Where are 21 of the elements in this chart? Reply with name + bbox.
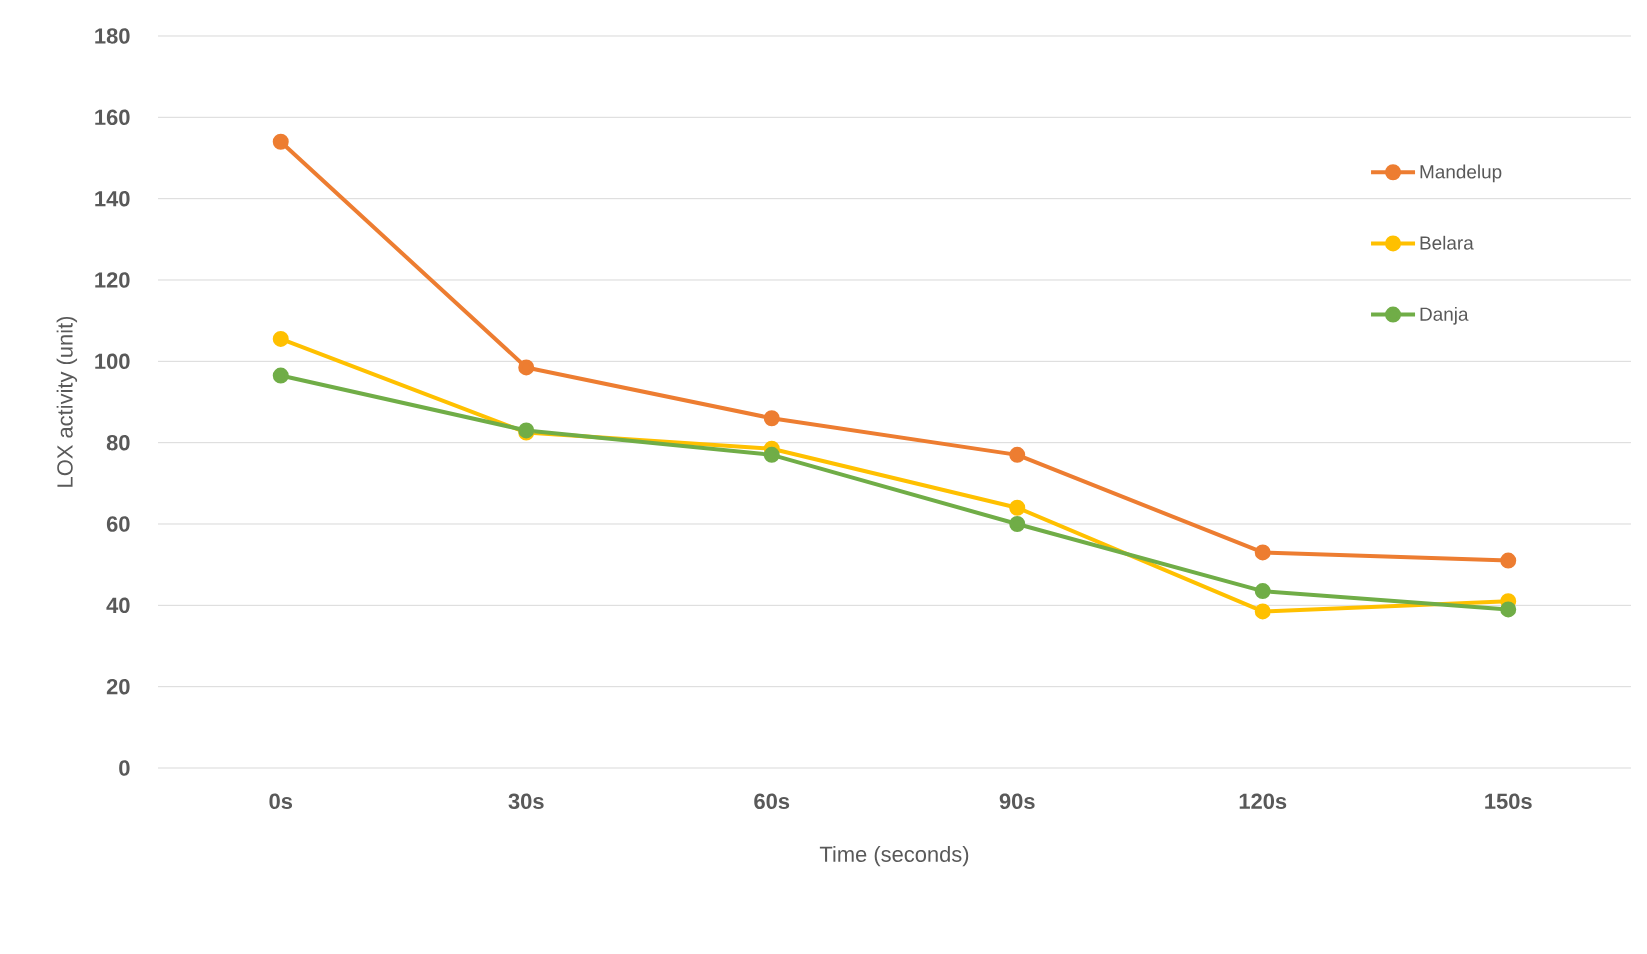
y-tick-label: 80 <box>106 434 130 451</box>
y-tick-label: 160 <box>95 109 130 126</box>
y-tick-label: 0 <box>119 760 130 776</box>
y-tick-label: 180 <box>95 28 130 44</box>
y-tick-label: 40 <box>106 597 130 614</box>
x-tick-label: 0s <box>269 793 293 810</box>
y-tick-label: 60 <box>106 516 130 532</box>
x-tick-label: 120s <box>1239 793 1287 810</box>
x-tick-label: 150s <box>1485 793 1532 810</box>
x-axis-title: Time (seconds) <box>819 845 969 867</box>
y-tick-label: 100 <box>95 353 130 370</box>
x-tick-label: 60s <box>754 793 790 810</box>
y-tick-label: 20 <box>106 678 130 695</box>
y-tick-label: 120 <box>95 272 130 288</box>
x-tick-label: 30s <box>508 793 544 810</box>
y-tick-label: 140 <box>95 190 130 207</box>
y-axis-title: LOX activity (unit) <box>56 316 78 487</box>
x-tick-label: 90s <box>999 793 1035 810</box>
legend-label: Belara <box>1420 235 1474 250</box>
legend-label: Danja <box>1420 307 1469 325</box>
legend-label: Mandelup <box>1420 164 1502 183</box>
